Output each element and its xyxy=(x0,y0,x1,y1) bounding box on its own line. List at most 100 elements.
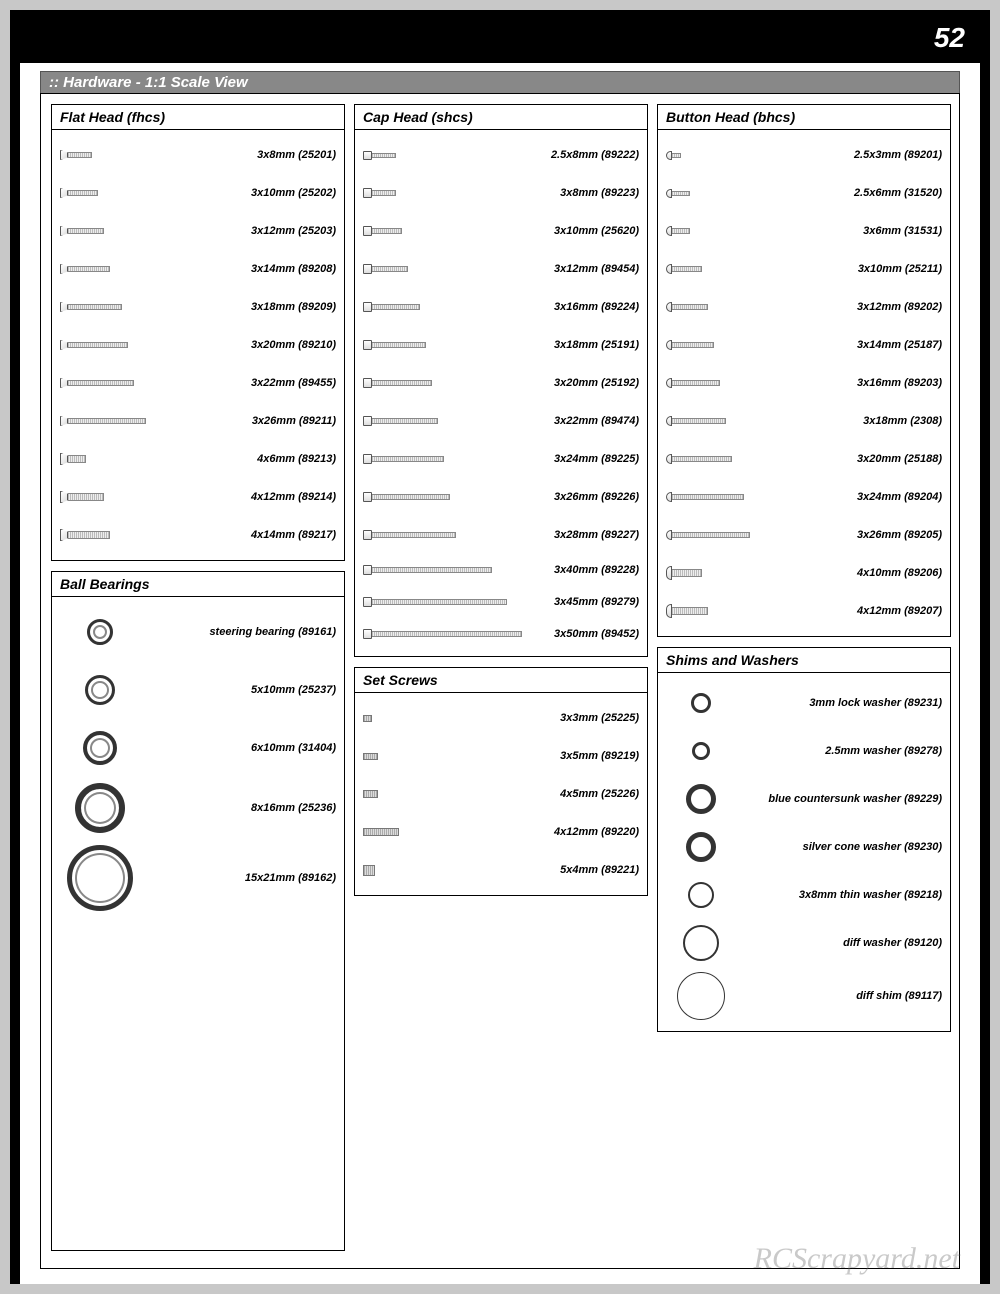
button-head-row: 2.5x6mm (31520) xyxy=(658,174,950,212)
hardware-label: 3x20mm (25192) xyxy=(432,377,639,389)
cap-head-icon xyxy=(363,629,522,640)
button-head-row: 2.5x3mm (89201) xyxy=(658,136,950,174)
cap-head-icon xyxy=(363,492,450,503)
cap-head-icon xyxy=(363,264,408,275)
hardware-label: 2.5x8mm (89222) xyxy=(396,149,639,161)
bearing-icon xyxy=(60,845,140,911)
cap-head-icon xyxy=(363,530,456,541)
cap-head-icon xyxy=(363,340,426,351)
cap-head-row: 3x40mm (89228) xyxy=(355,554,647,586)
set-screw-icon xyxy=(363,790,378,799)
washer-row: diff washer (89120) xyxy=(658,919,950,967)
flat-head-row: 3x14mm (89208) xyxy=(52,250,344,288)
cap-head-row: 3x16mm (89224) xyxy=(355,288,647,326)
flat-head-row: 3x12mm (25203) xyxy=(52,212,344,250)
cap-head-icon xyxy=(363,302,420,313)
hardware-label: 3x18mm (25191) xyxy=(426,339,639,351)
flat-head-icon xyxy=(60,378,134,388)
hardware-label: 3x22mm (89474) xyxy=(438,415,639,427)
hardware-label: 3x14mm (25187) xyxy=(714,339,942,351)
hardware-label: 3x20mm (89210) xyxy=(128,339,336,351)
hardware-label: 3x10mm (25620) xyxy=(402,225,639,237)
washer-icon xyxy=(666,784,736,814)
set-screw-row: 3x5mm (89219) xyxy=(355,737,647,775)
hardware-label: 8x16mm (25236) xyxy=(140,802,336,814)
cap-head-row: 3x26mm (89226) xyxy=(355,478,647,516)
flat-head-box: Flat Head (fhcs) 3x8mm (25201) 3x10mm (25… xyxy=(51,104,345,561)
bearing-row: steering bearing (89161) xyxy=(52,603,344,661)
flat-head-title: Flat Head (fhcs) xyxy=(52,109,344,130)
hardware-label: 4x14mm (89217) xyxy=(110,529,336,541)
button-head-row: 3x14mm (25187) xyxy=(658,326,950,364)
button-head-box: Button Head (bhcs) 2.5x3mm (89201) 2.5x6m… xyxy=(657,104,951,637)
set-screw-row: 3x3mm (25225) xyxy=(355,699,647,737)
hardware-label: 4x5mm (25226) xyxy=(378,788,639,800)
cap-head-icon xyxy=(363,151,396,160)
hardware-label: 3x24mm (89204) xyxy=(744,491,942,503)
cap-head-row: 3x28mm (89227) xyxy=(355,516,647,554)
flat-head-icon xyxy=(60,188,98,198)
button-head-row: 3x26mm (89205) xyxy=(658,516,950,554)
cap-head-icon xyxy=(363,226,402,237)
flat-head-row: 3x10mm (25202) xyxy=(52,174,344,212)
hardware-label: 5x4mm (89221) xyxy=(375,864,639,876)
bearing-row: 8x16mm (25236) xyxy=(52,777,344,839)
flat-head-icon xyxy=(60,340,128,350)
set-screws-title: Set Screws xyxy=(355,672,647,693)
cap-head-title: Cap Head (shcs) xyxy=(355,109,647,130)
flat-head-row: 3x20mm (89210) xyxy=(52,326,344,364)
hardware-label: 3x8mm (25201) xyxy=(92,149,336,161)
button-head-icon xyxy=(666,378,720,389)
cap-head-row: 2.5x8mm (89222) xyxy=(355,136,647,174)
cap-head-row: 3x12mm (89454) xyxy=(355,250,647,288)
button-head-icon xyxy=(666,302,708,313)
hardware-label: 3x14mm (89208) xyxy=(110,263,336,275)
washer-icon xyxy=(666,693,736,713)
ball-bearings-box: Ball Bearings steering bearing (89161)5x… xyxy=(51,571,345,1251)
hardware-label: 4x6mm (89213) xyxy=(86,453,336,465)
washer-row: silver cone washer (89230) xyxy=(658,823,950,871)
hardware-label: 3x28mm (89227) xyxy=(456,529,639,541)
hardware-label: 2.5x6mm (31520) xyxy=(690,187,942,199)
cap-head-row: 3x24mm (89225) xyxy=(355,440,647,478)
hardware-label: blue countersunk washer (89229) xyxy=(736,793,942,805)
hardware-label: 3x18mm (2308) xyxy=(726,415,942,427)
cap-head-row: 3x22mm (89474) xyxy=(355,402,647,440)
cap-head-row: 3x18mm (25191) xyxy=(355,326,647,364)
flat-head-row: 3x18mm (89209) xyxy=(52,288,344,326)
hardware-label: 3x5mm (89219) xyxy=(378,750,639,762)
hardware-label: 3x45mm (89279) xyxy=(507,596,639,608)
hardware-label: 3x40mm (89228) xyxy=(492,564,639,576)
bearing-row: 15x21mm (89162) xyxy=(52,839,344,917)
flat-head-row: 4x12mm (89214) xyxy=(52,478,344,516)
flat-head-icon xyxy=(60,416,146,426)
button-head-row: 4x10mm (89206) xyxy=(658,554,950,592)
button-head-row: 3x16mm (89203) xyxy=(658,364,950,402)
hardware-label: 3x22mm (89455) xyxy=(134,377,336,389)
button-head-icon xyxy=(666,226,690,237)
button-head-row: 4x12mm (89207) xyxy=(658,592,950,630)
washer-icon xyxy=(666,832,736,862)
washer-row: 3x8mm thin washer (89218) xyxy=(658,871,950,919)
button-head-row: 3x6mm (31531) xyxy=(658,212,950,250)
set-screw-icon xyxy=(363,865,375,876)
hardware-label: 4x12mm (89214) xyxy=(104,491,336,503)
hardware-label: 3x16mm (89203) xyxy=(720,377,942,389)
flat-head-icon xyxy=(60,150,92,160)
shims-washers-box: Shims and Washers 3mm lock washer (89231… xyxy=(657,647,951,1032)
column-2: Cap Head (shcs) 2.5x8mm (89222) 3x8mm (89… xyxy=(354,104,648,906)
cap-head-icon xyxy=(363,454,444,465)
hardware-label: 3x26mm (89211) xyxy=(146,415,336,427)
ball-bearings-title: Ball Bearings xyxy=(52,576,344,597)
flat-head-row: 4x14mm (89217) xyxy=(52,516,344,554)
hardware-label: 15x21mm (89162) xyxy=(140,872,336,884)
page-number: 52 xyxy=(934,22,965,54)
hardware-label: 3x8mm (89223) xyxy=(396,187,639,199)
page-frame: 52 :: Hardware - 1:1 Scale View Flat Hea… xyxy=(10,10,990,1284)
hardware-label: silver cone washer (89230) xyxy=(736,841,942,853)
button-head-title: Button Head (bhcs) xyxy=(658,109,950,130)
hardware-label: 3x6mm (31531) xyxy=(690,225,942,237)
column-1: Flat Head (fhcs) 3x8mm (25201) 3x10mm (25… xyxy=(51,104,345,1261)
washer-icon xyxy=(666,925,736,961)
hardware-label: diff washer (89120) xyxy=(736,937,942,949)
